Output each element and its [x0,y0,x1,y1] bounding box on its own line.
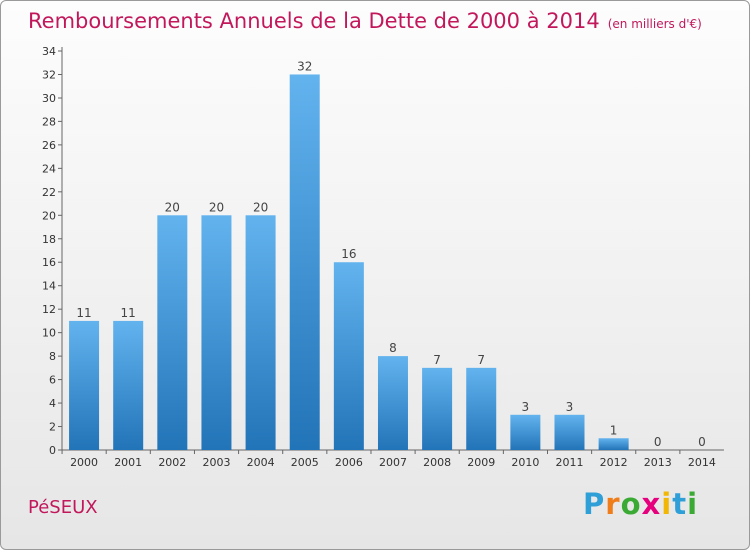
y-tick-label: 32 [42,68,56,81]
bar-2006 [333,262,364,450]
x-tick-label-2010: 2010 [511,456,539,469]
data-label-2000: 11 [76,306,91,320]
data-label-2006: 16 [341,247,356,261]
y-tick-label: 16 [42,256,56,269]
data-label-2009: 7 [477,353,485,367]
data-label-2007: 8 [389,341,397,355]
bar-2000 [69,320,100,450]
data-label-2010: 3 [522,400,530,414]
y-tick-label: 8 [49,350,56,363]
x-tick-label-2000: 2000 [70,456,98,469]
bar-2001 [113,320,144,450]
y-tick-label: 18 [42,233,56,246]
data-label-2004: 20 [253,200,268,214]
chart-subtitle: (en milliers d'€) [607,17,702,31]
x-tick-label-2014: 2014 [688,456,716,469]
y-tick-label: 30 [42,92,56,105]
bar-2012 [598,438,629,450]
x-tick-label-2004: 2004 [247,456,275,469]
x-tick-label-2008: 2008 [423,456,451,469]
x-tick-label-2002: 2002 [158,456,186,469]
y-tick-label: 34 [42,45,56,58]
data-label-2002: 20 [165,200,180,214]
y-tick-label: 24 [42,162,56,175]
bar-2008 [422,367,453,450]
y-tick-label: 26 [42,139,56,152]
x-tick-label-2013: 2013 [644,456,672,469]
y-tick-label: 14 [42,280,56,293]
y-tick-label: 0 [49,444,56,457]
y-tick-label: 10 [42,327,56,340]
data-label-2003: 20 [209,200,224,214]
data-label-2011: 3 [566,400,574,414]
chart-title-text: Remboursements Annuels de la Dette de 20… [28,9,600,33]
y-tick-label: 28 [42,115,56,128]
y-tick-label: 6 [49,374,56,387]
data-label-2008: 7 [433,353,441,367]
bar-2007 [377,356,408,450]
x-tick-label-2009: 2009 [467,456,495,469]
y-tick-label: 20 [42,209,56,222]
data-label-2005: 32 [297,59,312,73]
y-tick-label: 4 [49,397,56,410]
data-label-2014: 0 [698,435,706,449]
bar-2009 [466,367,497,450]
logo-letter: o [620,487,642,521]
logo-letter: i [687,487,699,521]
proxiti-logo: Proxiti [583,487,698,521]
bar-2010 [510,414,541,450]
logo-letter: r [605,487,621,521]
y-tick-label: 2 [49,421,56,434]
bar-2004 [245,215,276,450]
logo-letter: x [641,487,662,521]
location-name: PéSEUX [28,497,98,518]
logo-letter: t [672,487,688,521]
chart-title: Remboursements Annuels de la Dette de 20… [28,9,702,33]
x-tick-label-2003: 2003 [202,456,230,469]
x-tick-label-2006: 2006 [335,456,363,469]
data-label-2012: 1 [610,423,618,437]
x-tick-label-2001: 2001 [114,456,142,469]
data-label-2013: 0 [654,435,662,449]
bar-2005 [289,74,320,451]
x-tick-label-2007: 2007 [379,456,407,469]
logo-letter: P [583,487,606,521]
bar-2011 [554,414,585,450]
x-tick-label-2011: 2011 [555,456,583,469]
y-tick-label: 22 [42,186,56,199]
data-label-2001: 11 [121,306,136,320]
bar-2002 [157,215,188,450]
bar-2003 [201,215,232,450]
x-tick-label-2005: 2005 [291,456,319,469]
x-tick-label-2012: 2012 [600,456,628,469]
y-tick-label: 12 [42,303,56,316]
logo-letter: i [661,487,673,521]
